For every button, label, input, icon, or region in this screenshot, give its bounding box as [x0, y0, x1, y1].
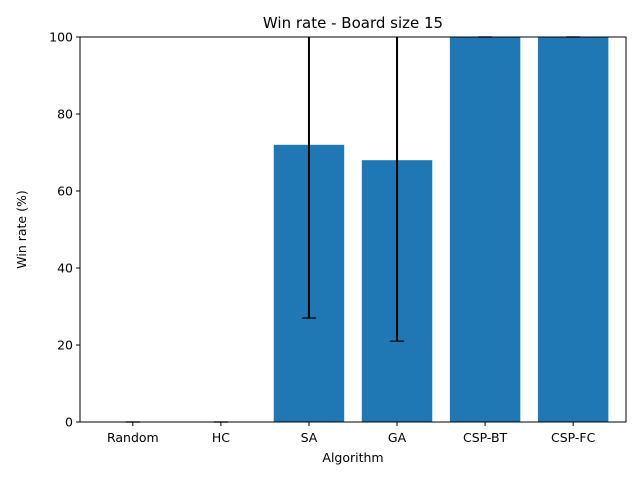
bar-csp-bt	[449, 37, 521, 422]
x-tick-label-hc: HC	[212, 430, 230, 445]
plot-background	[80, 37, 626, 422]
x-tick-label-csp-bt: CSP-BT	[463, 430, 508, 445]
y-tick-label-100: 100	[49, 30, 73, 45]
plot-frame	[79, 36, 627, 423]
y-axis-label: Win rate (%)	[14, 190, 29, 268]
y-tick-label-20: 20	[57, 338, 73, 353]
x-axis-ticks: Random HC SA GA CSP-BT CSP-FC	[107, 422, 596, 445]
x-tick-label-ga: GA	[388, 430, 407, 445]
x-tick-label-sa: SA	[301, 430, 318, 445]
y-tick-label-60: 60	[57, 184, 73, 199]
chart-title: Win rate - Board size 15	[263, 14, 443, 32]
x-tick-label-random: Random	[107, 430, 159, 445]
y-tick-label-80: 80	[57, 107, 73, 122]
y-tick-label-40: 40	[57, 261, 73, 276]
error-bar-sa	[301, 37, 316, 319]
y-tick-label-0: 0	[65, 415, 73, 430]
bar-csp-fc	[537, 37, 609, 422]
error-bar-ga	[390, 37, 405, 342]
x-tick-label-csp-fc: CSP-FC	[551, 430, 596, 445]
y-axis-ticks: 0 20 40 60 80 100	[49, 30, 80, 430]
x-axis-label: Algorithm	[322, 450, 383, 465]
